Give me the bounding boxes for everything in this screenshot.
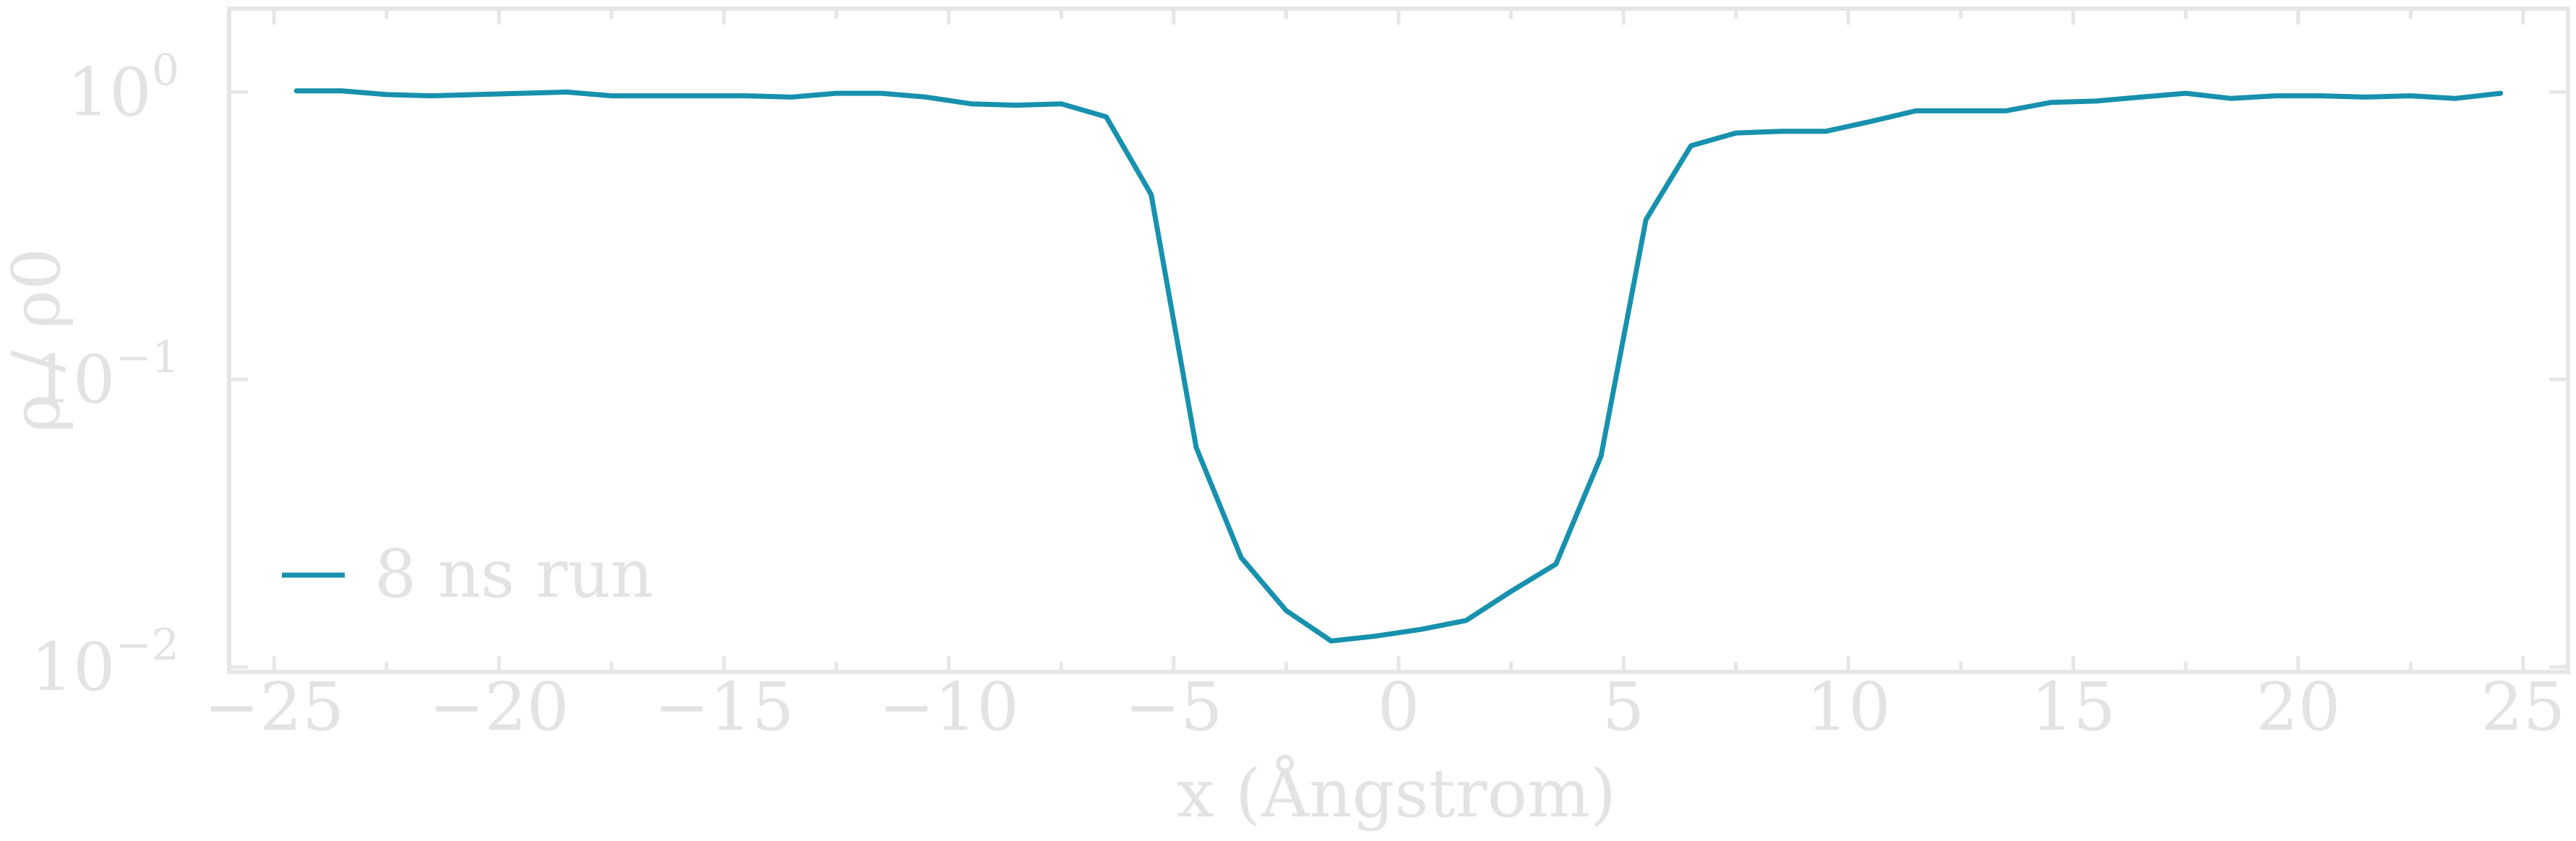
y-tick-label: 10−2 — [30, 620, 179, 706]
x-tick-label: 0 — [1378, 668, 1420, 746]
x-tick-label: 10 — [1806, 668, 1891, 746]
y-tick-label-exponent: −2 — [116, 620, 179, 670]
y-tick-label-exponent: 0 — [152, 45, 179, 95]
y-tick-label: 10−1 — [30, 332, 179, 418]
y-tick-label: 100 — [67, 45, 179, 131]
y-tick-label-exponent: −1 — [116, 332, 179, 383]
x-tick-labels: −25 −20 −15 −10 −5 0 5 10 15 20 25 — [204, 668, 2565, 746]
x-tick-label: −25 — [204, 668, 344, 746]
series-line-8ns — [293, 88, 2504, 644]
x-tick-label: 15 — [2031, 668, 2116, 746]
x-tick-label: −5 — [1125, 668, 1223, 746]
y-tick-label-base: 10 — [67, 53, 152, 131]
series-layer — [293, 88, 2504, 644]
x-tick-label: −15 — [653, 668, 794, 746]
x-tick-label: 25 — [2481, 668, 2565, 746]
x-tick-label: −10 — [879, 668, 1019, 746]
y-axis-label: ρ / ρ0 — [0, 248, 75, 433]
y-tick-label-base: 10 — [30, 629, 115, 706]
plot-frame — [227, 7, 2570, 674]
legend-label: 8 ns run — [374, 535, 653, 613]
x-tick-label: 20 — [2256, 668, 2340, 746]
legend: 8 ns run — [282, 535, 653, 613]
x-axis-label: x (Ångstrom) — [1177, 754, 1616, 832]
x-tick-label: 5 — [1602, 668, 1645, 746]
x-tick-label: −20 — [429, 668, 569, 746]
y-tick-label-base: 10 — [30, 341, 115, 418]
